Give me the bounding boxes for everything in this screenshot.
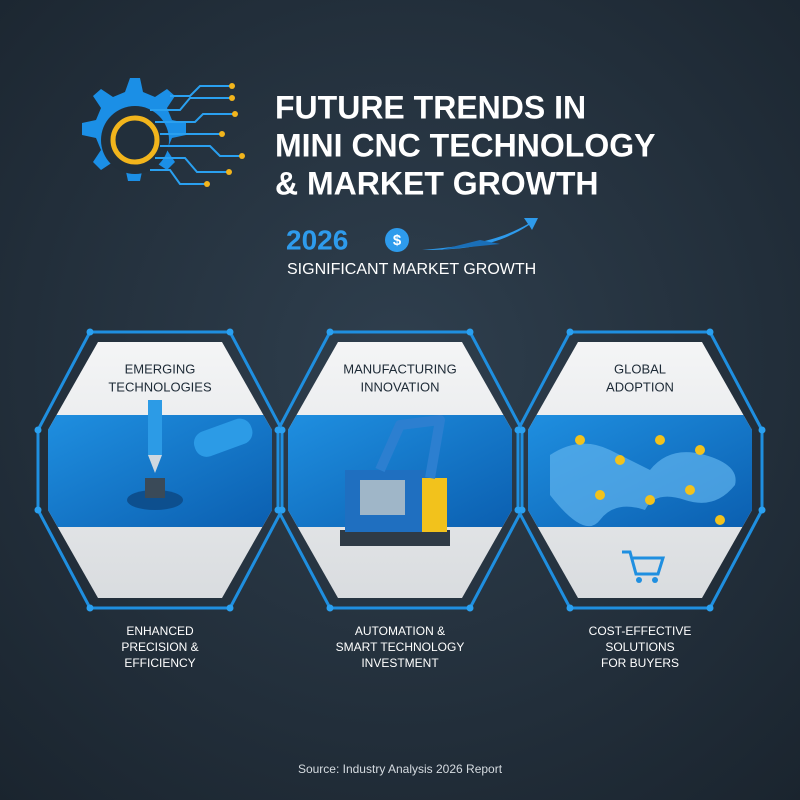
source: Source: Industry Analysis 2026 Report: [298, 762, 503, 776]
growth-arrow-shadow: [440, 240, 500, 250]
panels: EMERGING TECHNOLOGIES ENHANCED PRECISION & E…: [34, 328, 766, 670]
panel-title: EMERGING: [125, 361, 196, 376]
panel-title: INNOVATION: [361, 379, 440, 394]
panel-caption: SOLUTIONS: [605, 640, 674, 654]
spindle-workpiece: [127, 490, 183, 510]
title-line: FUTURE TRENDS IN: [275, 89, 586, 125]
panel-caption: ENHANCED: [126, 624, 194, 638]
location-dot: [715, 515, 725, 525]
title-line: MINI CNC TECHNOLOGY: [275, 127, 655, 163]
frame-node: [86, 604, 94, 612]
frame-node: [566, 604, 574, 612]
world-map: [550, 443, 736, 527]
panel-caption: SMART TECHNOLOGY: [336, 640, 465, 654]
frame-node: [706, 604, 714, 612]
frame-node: [226, 604, 234, 612]
frame-node: [274, 426, 282, 434]
panel-caption: COST-EFFECTIVE: [589, 624, 692, 638]
panel-caption: PRECISION &: [121, 640, 198, 654]
panel-title: GLOBAL: [614, 361, 666, 376]
panel: EMERGING TECHNOLOGIES ENHANCED PRECISION & E…: [34, 328, 286, 670]
panel: GLOBAL ADOPTION COST-EFFECTIVE SOLUTIONS FOR…: [514, 328, 766, 670]
cart-icon: [622, 550, 666, 576]
location-dot: [695, 445, 705, 455]
location-dot: [645, 495, 655, 505]
machine-side: [422, 478, 447, 532]
frame-node: [758, 506, 766, 514]
cart-wheel: [636, 577, 642, 583]
frame-node: [514, 426, 522, 434]
frame-node: [706, 328, 714, 336]
currency-icon: $: [393, 232, 402, 249]
machine-window: [360, 480, 405, 515]
frame-node: [326, 328, 334, 336]
location-dot: [595, 490, 605, 500]
frame-node: [466, 604, 474, 612]
machine-base: [340, 530, 450, 546]
frame-node: [34, 426, 42, 434]
panel-caption: INVESTMENT: [361, 656, 439, 670]
panel-title: TECHNOLOGIES: [108, 379, 212, 394]
panel: MANUFACTURING INNOVATION AUTOMATION & SMART…: [274, 328, 526, 670]
cart-wheel: [652, 577, 658, 583]
frame-node: [274, 506, 282, 514]
panel-caption: AUTOMATION &: [355, 624, 445, 638]
subtitle: SIGNIFICANT MARKET GROWTH: [287, 261, 536, 278]
frame-node: [34, 506, 42, 514]
currency-badge: [385, 228, 409, 252]
spindle-tip: [148, 455, 162, 473]
year: 2026: [286, 224, 348, 255]
panel-title: ADOPTION: [606, 379, 674, 394]
location-dot: [685, 485, 695, 495]
frame-node: [466, 328, 474, 336]
panel-title: MANUFACTURING: [343, 361, 456, 376]
location-dot: [575, 435, 585, 445]
frame-node: [758, 426, 766, 434]
frame-node: [566, 328, 574, 336]
tool-arm: [193, 418, 253, 457]
spindle: [148, 400, 162, 455]
gear-logo: [82, 78, 245, 187]
panel-caption: EFFICIENCY: [124, 656, 195, 670]
panel-caption: FOR BUYERS: [601, 656, 679, 670]
frame-node: [326, 604, 334, 612]
robot-arm: [375, 415, 445, 479]
location-dot: [655, 435, 665, 445]
frame-node: [226, 328, 234, 336]
title-line: & MARKET GROWTH: [275, 165, 599, 201]
frame-node: [514, 506, 522, 514]
frame-node: [86, 328, 94, 336]
spindle-workpiece-body: [145, 478, 165, 498]
location-dot: [615, 455, 625, 465]
